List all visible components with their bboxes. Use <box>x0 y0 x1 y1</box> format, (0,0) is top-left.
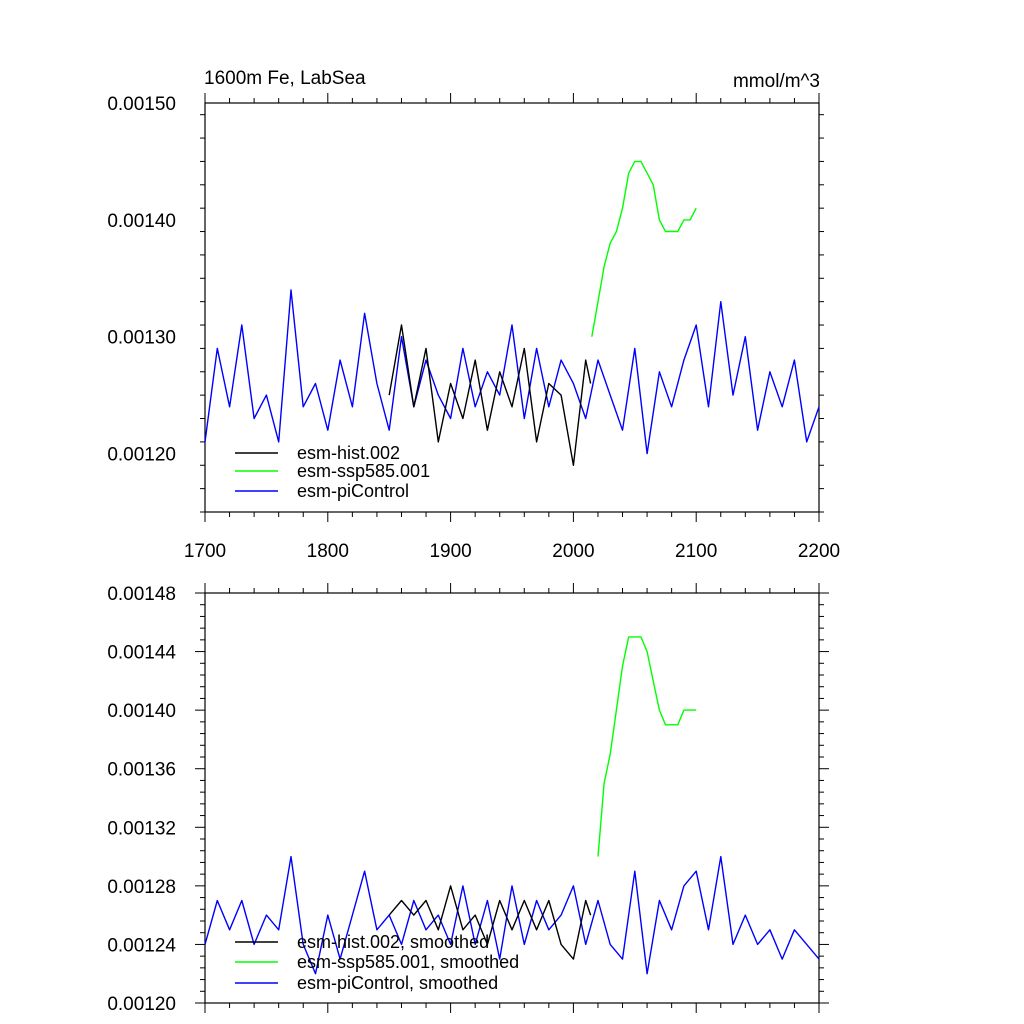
x-tick-label: 2000 <box>552 541 594 562</box>
y-tick-label: 0.00150 <box>107 94 176 115</box>
series-line <box>204 855 820 975</box>
legend-label: esm-hist.002 <box>297 443 400 463</box>
series-line <box>388 885 592 960</box>
figure-title: 1600m Fe, LabSea <box>204 68 366 89</box>
series-line <box>388 324 592 466</box>
series-line <box>204 289 820 455</box>
figure-units: mmol/m^3 <box>733 71 820 92</box>
y-tick-label: 0.00144 <box>107 643 176 664</box>
upper-panel: 1700 1800 1900 2000 2100 2200 0.00120 0.00130 0.… <box>107 93 840 562</box>
y-tick-label: 0.00128 <box>107 877 176 898</box>
y-tick-label: 0.00140 <box>107 211 176 232</box>
x-tick-label: 1900 <box>429 541 471 562</box>
y-tick-label: 0.00136 <box>107 760 176 781</box>
series-line <box>591 160 697 337</box>
legend-label: esm-piControl, smoothed <box>297 973 498 993</box>
legend-label: esm-ssp585.001 <box>297 461 430 481</box>
series-line <box>597 636 697 857</box>
y-tick-label: 0.00140 <box>107 701 176 722</box>
x-tick-label: 2100 <box>675 541 717 562</box>
legend-label: esm-ssp585.001, smoothed <box>297 952 519 972</box>
y-tick-label: 0.00148 <box>107 584 176 605</box>
legend-label: esm-piControl <box>297 481 409 501</box>
plot-frame <box>204 102 820 513</box>
y-tick-label: 0.00124 <box>107 935 176 956</box>
lower-panel: 0.00120 0.00124 0.00128 0.00132 0.00136 0.001… <box>107 583 829 1015</box>
x-tick-label: 2200 <box>798 541 840 562</box>
y-tick-label: 0.00132 <box>107 818 176 839</box>
y-tick-label: 0.00130 <box>107 328 176 349</box>
legend-label: esm-hist.002, smoothed <box>297 932 489 952</box>
y-tick-label: 0.00120 <box>107 994 176 1015</box>
y-tick-label: 0.00120 <box>107 445 176 466</box>
x-tick-label: 1700 <box>184 541 226 562</box>
x-tick-label: 1800 <box>307 541 349 562</box>
plot-frame <box>204 592 820 1004</box>
